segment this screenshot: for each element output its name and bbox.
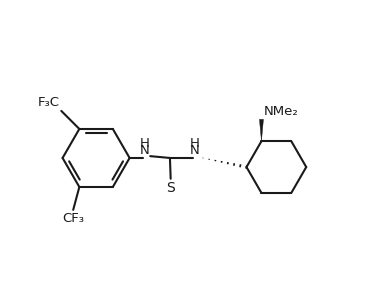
Text: H: H <box>190 137 200 149</box>
Text: H: H <box>139 137 149 149</box>
Text: N: N <box>190 144 200 157</box>
Text: F₃C: F₃C <box>38 96 60 109</box>
Text: N: N <box>139 144 149 157</box>
Text: S: S <box>166 181 175 195</box>
Polygon shape <box>259 119 264 141</box>
Text: CF₃: CF₃ <box>62 212 84 225</box>
Text: NMe₂: NMe₂ <box>263 105 298 117</box>
